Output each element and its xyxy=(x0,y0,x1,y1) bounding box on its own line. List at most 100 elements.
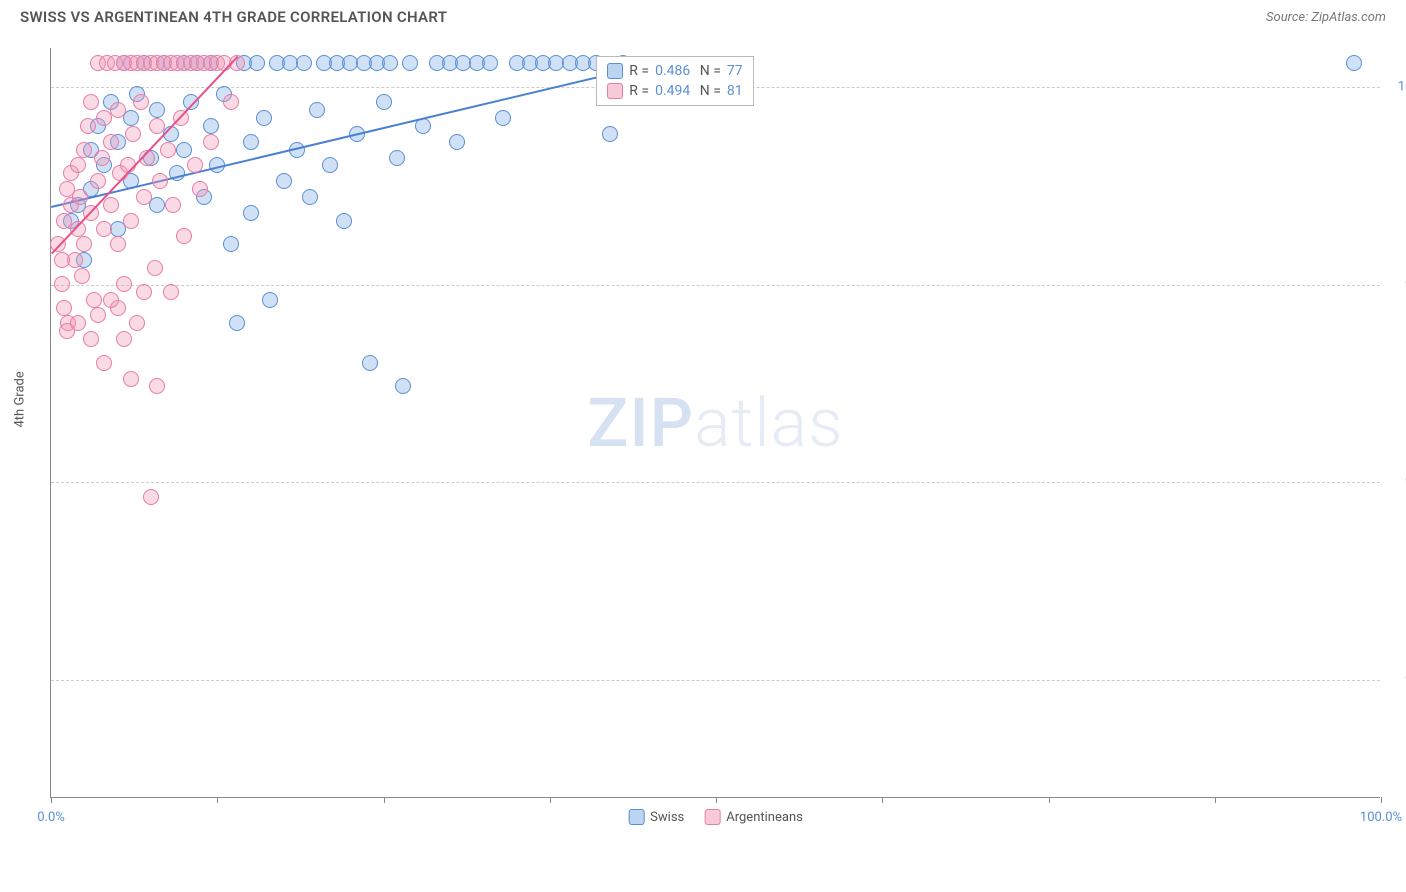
data-point xyxy=(243,205,259,221)
y-tick-label: 95.0% xyxy=(1385,475,1406,490)
legend-r-label: R = xyxy=(629,83,649,99)
data-point xyxy=(149,378,165,394)
data-point xyxy=(449,134,465,150)
legend-n-value: 81 xyxy=(727,83,743,99)
data-point xyxy=(143,489,159,505)
x-tick-label: 0.0% xyxy=(37,810,65,825)
data-point xyxy=(120,157,136,173)
bottom-legend: Swiss Argentineans xyxy=(628,809,803,825)
data-point xyxy=(103,134,119,150)
x-tick xyxy=(1049,797,1050,803)
data-point xyxy=(152,173,168,189)
data-point xyxy=(229,55,245,71)
data-point xyxy=(376,94,392,110)
data-point xyxy=(149,102,165,118)
scatter-chart: ZIPatlas 92.5%95.0%97.5%100.0%0.0%100.0%… xyxy=(50,48,1380,798)
x-tick xyxy=(716,797,717,803)
data-point xyxy=(96,221,112,237)
legend-series-name: Swiss xyxy=(650,810,684,825)
data-point xyxy=(110,236,126,252)
data-point xyxy=(76,236,92,252)
data-point xyxy=(160,142,176,158)
data-point xyxy=(94,150,110,166)
data-point xyxy=(322,157,338,173)
data-point xyxy=(70,221,86,237)
legend-n-label: N = xyxy=(696,63,721,79)
data-point xyxy=(76,142,92,158)
x-tick xyxy=(1215,797,1216,803)
stats-legend: R = 0.486 N = 77 R = 0.494 N = 81 xyxy=(596,56,753,106)
data-point xyxy=(276,173,292,189)
data-point xyxy=(123,213,139,229)
data-point xyxy=(302,189,318,205)
data-point xyxy=(223,236,239,252)
data-point xyxy=(402,55,418,71)
data-point xyxy=(229,315,245,331)
data-point xyxy=(176,228,192,244)
data-point xyxy=(163,284,179,300)
data-point xyxy=(223,94,239,110)
data-point xyxy=(495,110,511,126)
y-axis-label: 4th Grade xyxy=(13,371,28,427)
x-tick xyxy=(1381,797,1382,803)
data-point xyxy=(209,157,225,173)
y-tick-label: 97.5% xyxy=(1385,277,1406,292)
data-point xyxy=(50,236,66,252)
data-point xyxy=(90,173,106,189)
data-point xyxy=(289,142,305,158)
data-point xyxy=(90,307,106,323)
legend-n-value: 77 xyxy=(727,63,743,79)
data-point xyxy=(187,157,203,173)
data-point xyxy=(163,126,179,142)
data-point xyxy=(203,118,219,134)
data-point xyxy=(149,118,165,134)
data-point xyxy=(176,142,192,158)
data-point xyxy=(86,292,102,308)
gridline xyxy=(51,285,1380,286)
data-point xyxy=(136,189,152,205)
data-point xyxy=(74,268,90,284)
data-point xyxy=(125,126,141,142)
gridline xyxy=(51,482,1380,483)
data-point xyxy=(72,189,88,205)
legend-series-name: Argentineans xyxy=(726,810,803,825)
data-point xyxy=(133,94,149,110)
legend-r-value: 0.494 xyxy=(655,83,690,99)
data-point xyxy=(70,157,86,173)
data-point xyxy=(96,355,112,371)
data-point xyxy=(169,165,185,181)
data-point xyxy=(349,126,365,142)
data-point xyxy=(296,55,312,71)
data-point xyxy=(395,378,411,394)
y-tick-label: 92.5% xyxy=(1385,672,1406,687)
data-point xyxy=(243,134,259,150)
source-label: Source: ZipAtlas.com xyxy=(1266,10,1386,25)
x-tick xyxy=(384,797,385,803)
data-point xyxy=(1346,55,1362,71)
data-point xyxy=(192,181,208,197)
data-point xyxy=(80,118,96,134)
legend-r-label: R = xyxy=(629,63,649,79)
data-point xyxy=(183,94,199,110)
data-point xyxy=(59,323,75,339)
x-tick xyxy=(882,797,883,803)
data-point xyxy=(116,331,132,347)
legend-swatch xyxy=(607,63,623,79)
data-point xyxy=(136,284,152,300)
data-point xyxy=(54,276,70,292)
watermark: ZIPatlas xyxy=(587,383,843,463)
gridline xyxy=(51,680,1380,681)
legend-n-label: N = xyxy=(696,83,721,99)
data-point xyxy=(262,292,278,308)
data-point xyxy=(83,331,99,347)
data-point xyxy=(56,300,72,316)
data-point xyxy=(149,197,165,213)
data-point xyxy=(123,371,139,387)
data-point xyxy=(482,55,498,71)
data-point xyxy=(110,102,126,118)
data-point xyxy=(203,134,219,150)
data-point xyxy=(165,197,181,213)
x-tick-label: 100.0% xyxy=(1360,810,1402,825)
data-point xyxy=(173,110,189,126)
data-point xyxy=(139,150,155,166)
